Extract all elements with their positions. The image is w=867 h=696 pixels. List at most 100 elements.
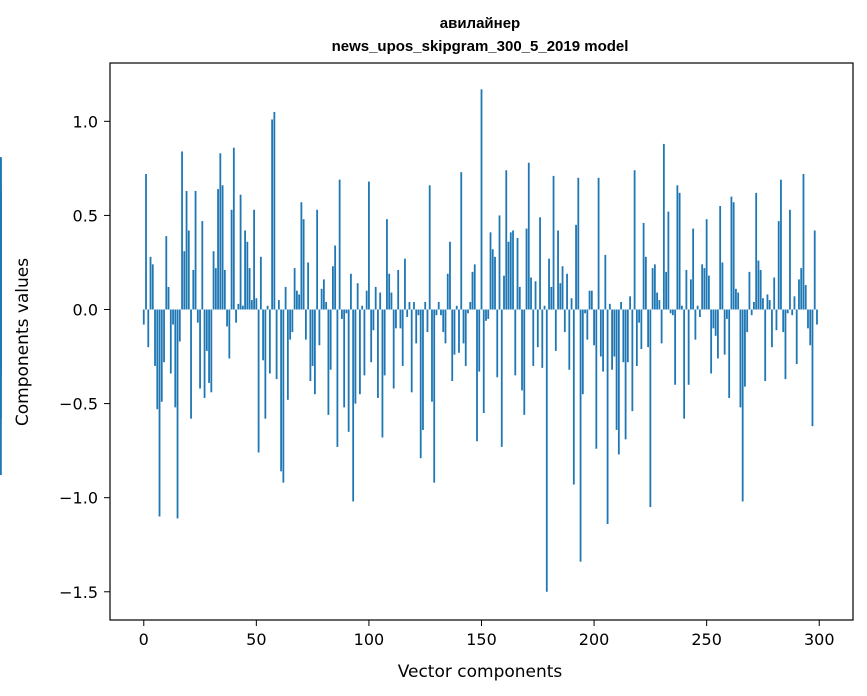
bar-288 [791, 309, 794, 316]
y-tick-label-2: −0.5 [59, 395, 98, 414]
bar-81 [325, 301, 328, 310]
bar-67 [293, 268, 296, 310]
bar-163 [509, 232, 512, 310]
bar-undefined [0, 309, 2, 419]
bar-176 [539, 217, 541, 310]
bar-195 [581, 309, 584, 395]
bar-146 [471, 271, 474, 310]
bar-184 [557, 230, 559, 310]
bar-167 [518, 286, 521, 310]
bar-168 [521, 309, 523, 391]
bar-282 [777, 221, 780, 310]
bar-40 [232, 147, 235, 310]
bar-13 [172, 309, 174, 325]
bar-51 [257, 309, 260, 453]
bar-46 [246, 241, 249, 310]
bar-256 [719, 206, 722, 310]
bar-110 [390, 292, 393, 310]
bar-14 [174, 309, 177, 408]
bar-294 [804, 285, 807, 310]
bar-85 [334, 245, 337, 310]
y-tick-label-0: −1.5 [59, 583, 98, 602]
bar-25 [199, 309, 201, 389]
bar-211 [617, 309, 620, 455]
bar-22 [192, 269, 195, 310]
bar-266 [741, 309, 744, 502]
bar-166 [516, 238, 519, 310]
bar-188 [566, 273, 568, 310]
bar-26 [201, 221, 204, 310]
bar-279 [771, 309, 773, 348]
bar-284 [782, 309, 785, 333]
bar-297 [811, 309, 814, 427]
bar-65 [289, 309, 292, 340]
bar-206 [606, 309, 609, 525]
x-tick-label-150: 150 [466, 630, 497, 649]
bar-154 [489, 232, 492, 310]
bar-5 [154, 309, 156, 366]
bar-24 [196, 309, 199, 323]
bar-299 [816, 309, 818, 325]
bar-113 [397, 269, 400, 310]
bar-53 [262, 309, 264, 361]
bar-144 [467, 309, 469, 314]
bar-70 [300, 202, 303, 310]
bar-257 [721, 262, 724, 310]
bar-undefined [0, 157, 2, 310]
bar-38 [228, 309, 231, 359]
bar-87 [338, 179, 341, 310]
bar-63 [284, 286, 287, 310]
x-tick-label-250: 250 [691, 630, 722, 649]
bar-272 [755, 192, 758, 310]
bar-292 [800, 268, 803, 310]
bar-186 [561, 266, 564, 310]
bar-189 [568, 309, 571, 370]
y-tick-label-3: 0.0 [73, 301, 98, 320]
bar-273 [757, 260, 760, 310]
bar-155 [491, 249, 494, 310]
bar-20 [187, 230, 190, 310]
bar-164 [512, 230, 514, 310]
bar-287 [789, 209, 791, 310]
bar-260 [728, 309, 731, 398]
bar-201 [595, 309, 598, 449]
bar-105 [379, 292, 382, 310]
bar-71 [302, 219, 305, 310]
plot-frame [109, 62, 854, 621]
bar-149 [478, 309, 481, 372]
bar-190 [570, 298, 573, 310]
bar-17 [181, 151, 183, 310]
bar-165 [514, 309, 517, 376]
bar-94 [354, 309, 357, 404]
bar-97 [361, 305, 364, 310]
bar-249 [703, 268, 706, 310]
bar-72 [304, 309, 307, 340]
bar-205 [604, 254, 607, 310]
y-tick-label-5: 1.0 [73, 112, 98, 131]
bar-213 [622, 309, 625, 363]
bar-102 [372, 309, 375, 331]
bar-30 [210, 309, 213, 393]
bar-107 [383, 309, 386, 376]
bar-210 [615, 309, 618, 430]
bar-64 [286, 309, 289, 400]
bar-170 [525, 228, 528, 310]
bar-95 [356, 283, 359, 310]
bar-106 [381, 309, 384, 438]
bar-4 [151, 264, 154, 310]
bar-285 [784, 309, 787, 380]
bar-139 [455, 305, 458, 310]
bar-42 [237, 303, 240, 310]
bar-143 [464, 309, 467, 366]
bar-76 [313, 309, 316, 395]
bar-261 [730, 196, 733, 310]
bar-7 [158, 309, 161, 517]
bar-47 [248, 268, 251, 310]
bar-199 [590, 290, 593, 310]
bar-237 [676, 185, 679, 310]
bar-79 [320, 288, 323, 310]
bar-202 [597, 177, 600, 310]
bar-296 [809, 309, 812, 346]
bar-61 [280, 309, 283, 472]
x-axis-label: Vector components [398, 662, 563, 682]
